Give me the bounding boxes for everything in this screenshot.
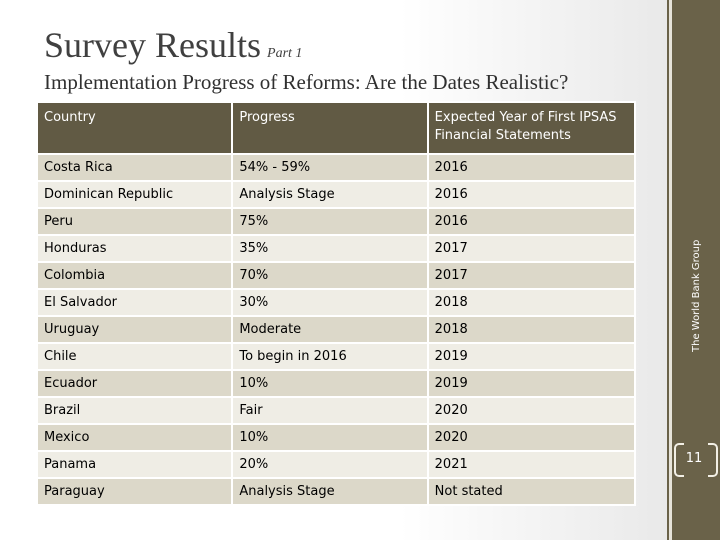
cell-expected-year: 2020: [426, 396, 637, 425]
cell-country: Panama: [35, 450, 234, 479]
cell-expected-year: 2017: [426, 234, 637, 263]
cell-expected-year: 2016: [426, 180, 637, 209]
cell-country: Colombia: [35, 261, 234, 290]
sidebar-strip: [669, 0, 672, 540]
table-row: Dominican Republic Analysis Stage 2016: [35, 180, 637, 209]
table-row: Chile To begin in 2016 2019: [35, 342, 637, 371]
bracket-right-icon: [708, 443, 718, 477]
table-row: Mexico 10% 2020: [35, 423, 637, 452]
slide-title-part: Part 1: [267, 46, 303, 61]
cell-country: Chile: [35, 342, 234, 371]
slide-title-main: Survey Results: [44, 25, 262, 65]
cell-progress: 35%: [231, 234, 429, 263]
cell-country: Dominican Republic: [35, 180, 234, 209]
cell-expected-year: 2019: [426, 342, 637, 371]
cell-progress: 20%: [231, 450, 429, 479]
slide-subtitle: Implementation Progress of Reforms: Are …: [44, 70, 569, 94]
table-row: Paraguay Analysis Stage Not stated: [35, 477, 637, 506]
cell-progress: 54% - 59%: [231, 153, 429, 182]
slide-title: Survey Results Part 1: [44, 24, 302, 66]
cell-progress: Analysis Stage: [231, 180, 429, 209]
cell-progress: Fair: [231, 396, 429, 425]
cell-country: El Salvador: [35, 288, 234, 317]
cell-progress: 10%: [231, 423, 429, 452]
cell-progress: To begin in 2016: [231, 342, 429, 371]
table-row: Costa Rica 54% - 59% 2016: [35, 153, 637, 182]
cell-country: Brazil: [35, 396, 234, 425]
header-country: Country: [35, 101, 234, 155]
bracket-left-icon: [674, 443, 684, 477]
header-expected-year: Expected Year of First IPSAS Financial S…: [426, 101, 637, 155]
cell-expected-year: 2021: [426, 450, 637, 479]
cell-expected-year: 2018: [426, 315, 637, 344]
table-row: Ecuador 10% 2019: [35, 369, 637, 398]
table-row: Colombia 70% 2017: [35, 261, 637, 290]
table-header-row: Country Progress Expected Year of First …: [35, 101, 637, 155]
page-number-badge: 11: [674, 443, 720, 477]
cell-country: Costa Rica: [35, 153, 234, 182]
cell-progress: 30%: [231, 288, 429, 317]
cell-progress: 10%: [231, 369, 429, 398]
header-progress: Progress: [231, 101, 429, 155]
table-row: Honduras 35% 2017: [35, 234, 637, 263]
cell-progress: 75%: [231, 207, 429, 236]
cell-progress: Analysis Stage: [231, 477, 429, 506]
cell-expected-year: 2016: [426, 153, 637, 182]
cell-progress: 70%: [231, 261, 429, 290]
cell-expected-year: 2018: [426, 288, 637, 317]
cell-expected-year: 2017: [426, 261, 637, 290]
table-row: Peru 75% 2016: [35, 207, 637, 236]
table-row: Uruguay Moderate 2018: [35, 315, 637, 344]
table-row: El Salvador 30% 2018: [35, 288, 637, 317]
cell-country: Ecuador: [35, 369, 234, 398]
cell-country: Honduras: [35, 234, 234, 263]
cell-expected-year: 2019: [426, 369, 637, 398]
table-row: Brazil Fair 2020: [35, 396, 637, 425]
cell-expected-year: 2020: [426, 423, 637, 452]
cell-country: Uruguay: [35, 315, 234, 344]
cell-expected-year: 2016: [426, 207, 637, 236]
cell-progress: Moderate: [231, 315, 429, 344]
reform-progress-table: Country Progress Expected Year of First …: [35, 101, 637, 506]
page-number: 11: [685, 451, 703, 466]
cell-expected-year: Not stated: [426, 477, 637, 506]
cell-country: Paraguay: [35, 477, 234, 506]
cell-country: Mexico: [35, 423, 234, 452]
table-row: Panama 20% 2021: [35, 450, 637, 479]
cell-country: Peru: [35, 207, 234, 236]
sidebar-org-label: The World Bank Group: [691, 239, 702, 352]
